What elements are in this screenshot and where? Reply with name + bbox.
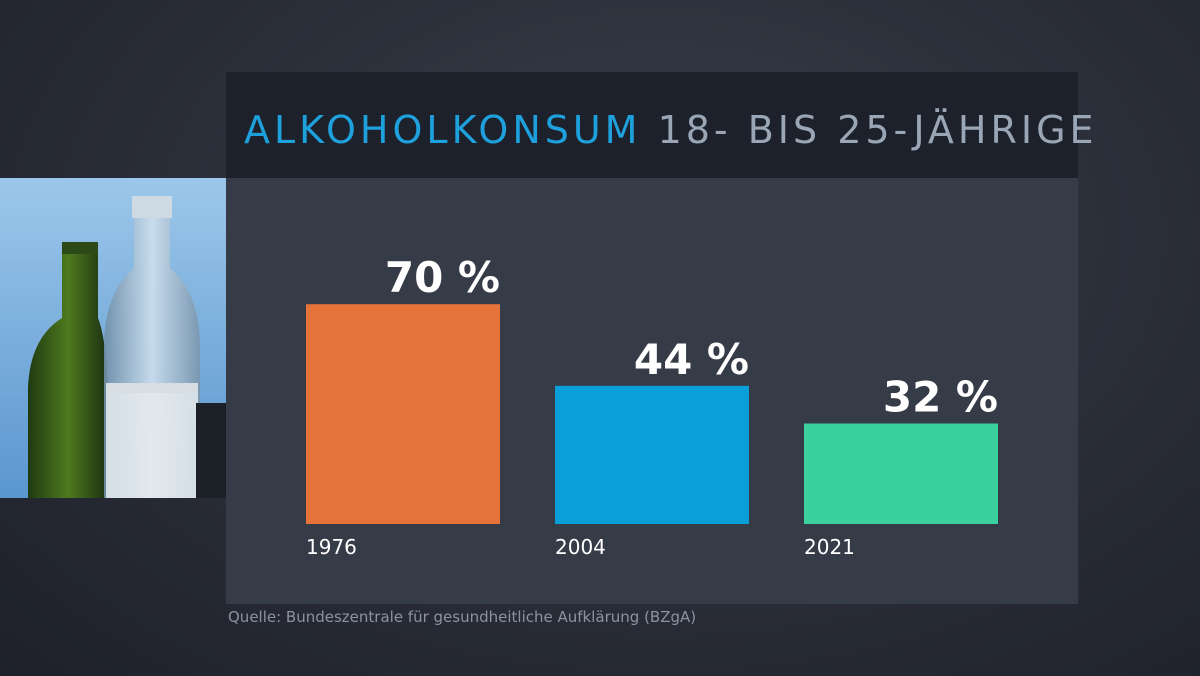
value-label-2021: 32 % — [883, 373, 998, 422]
chart-subtitle: 18- BIS 25-JÄHRIGE — [657, 108, 1098, 152]
source-note: Quelle: Bundeszentrale für gesundheitlic… — [228, 608, 697, 626]
chart-title: ALKOHOLKONSUM 18- BIS 25-JÄHRIGE — [244, 106, 1098, 154]
bar-2021 — [804, 423, 998, 524]
chart-title-main: ALKOHOLKONSUM — [244, 108, 642, 152]
value-label-2004: 44 % — [634, 335, 749, 384]
bar-1976 — [306, 304, 500, 524]
category-label-1976: 1976 — [306, 535, 357, 559]
value-label-1976: 70 % — [385, 253, 500, 302]
category-label-2004: 2004 — [555, 535, 606, 559]
bar-2004 — [555, 385, 749, 524]
title-band — [226, 72, 1078, 178]
bottles-photo — [0, 178, 226, 498]
category-label-2021: 2021 — [804, 535, 855, 559]
